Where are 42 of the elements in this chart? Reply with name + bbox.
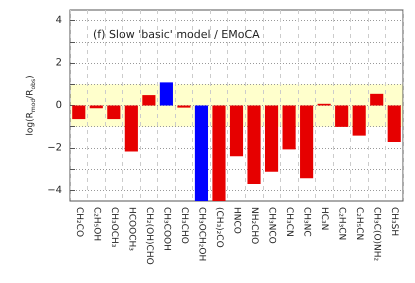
bar [264, 106, 278, 172]
bar [124, 106, 138, 152]
y-tick-label: 0 [56, 100, 62, 111]
bar [160, 82, 173, 106]
bar [282, 106, 296, 150]
bar [247, 106, 261, 184]
bar [142, 95, 156, 106]
x-tick-label: CH₃NC [302, 207, 312, 237]
bar [352, 106, 366, 136]
x-tick-label: CH₂CO [74, 207, 84, 238]
bar [90, 106, 103, 108]
x-tick-label: CH₃OCH₂OH [196, 207, 206, 262]
y-tick-label: 4 [56, 15, 62, 26]
x-tick-label: HC₃N [319, 207, 330, 230]
bar [335, 106, 348, 127]
x-tick-label: HCOOCH₃ [126, 207, 136, 252]
bar [72, 106, 86, 120]
x-tick-label: CH₃CN [284, 207, 294, 237]
x-tick-label: CH₃COOH [161, 207, 172, 251]
x-tick-label: CH₂(OH)CHO [144, 207, 154, 265]
text: (f) Slow 'basic' model / EMoCA [93, 28, 260, 41]
bar [230, 106, 244, 156]
x-tick-label: C₂H₅CN [354, 207, 364, 240]
x-tick-label: CH₃OCH₃ [108, 207, 119, 248]
bar [388, 106, 401, 142]
x-tick-label: HNCO [232, 207, 242, 234]
y-tick-label: −4 [47, 184, 62, 196]
x-tick-label: CH₃SH [389, 207, 400, 236]
bar [194, 106, 208, 201]
bar [300, 106, 314, 178]
bar [107, 106, 120, 120]
x-tick-label: NH₂CHO [249, 207, 260, 244]
x-tick-label: CH₃NCO [266, 207, 277, 244]
x-tick-label: CH₃C(O)NH₂ [372, 207, 382, 262]
x-tick-label: CH₃CHO [178, 207, 189, 244]
y-tick-label: 2 [56, 58, 62, 69]
bar [212, 106, 226, 201]
x-tick-label: C₂H₃CN [336, 207, 347, 240]
bar [370, 94, 384, 106]
x-tick-label: (CH₃)₂CO [214, 207, 224, 248]
x-tick-label: C₂H₅OH [91, 207, 102, 242]
y-tick-label: −2 [47, 142, 62, 154]
